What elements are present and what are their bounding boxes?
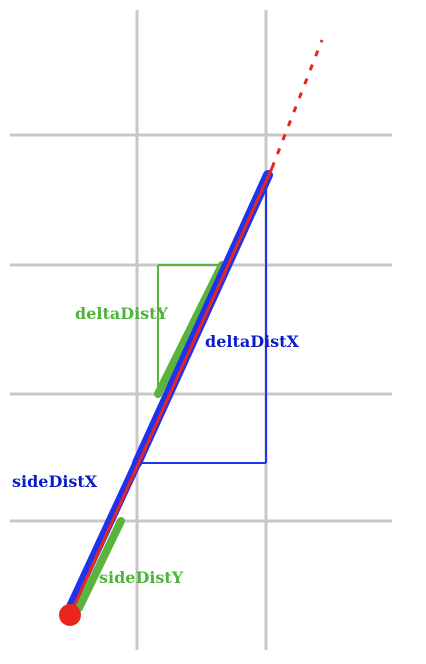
side-dist-y-segment [75,517,125,612]
grid [10,10,392,650]
delta-dist-y-triangle [157,264,222,394]
side-dist-x-label: sideDistX [12,472,98,491]
delta-dist-x-label: deltaDistX [205,332,300,351]
side-dist-y-label: sideDistY [99,568,184,587]
delta-dist-x-triangle [137,175,267,464]
delta-dist-y-label: deltaDistY [75,304,169,323]
ray-line [68,167,274,616]
side-dist-x-segment [63,458,142,617]
delta-dist-y-segment [154,261,226,398]
player-position-dot [59,604,81,626]
ray-line-dashed [270,39,324,169]
